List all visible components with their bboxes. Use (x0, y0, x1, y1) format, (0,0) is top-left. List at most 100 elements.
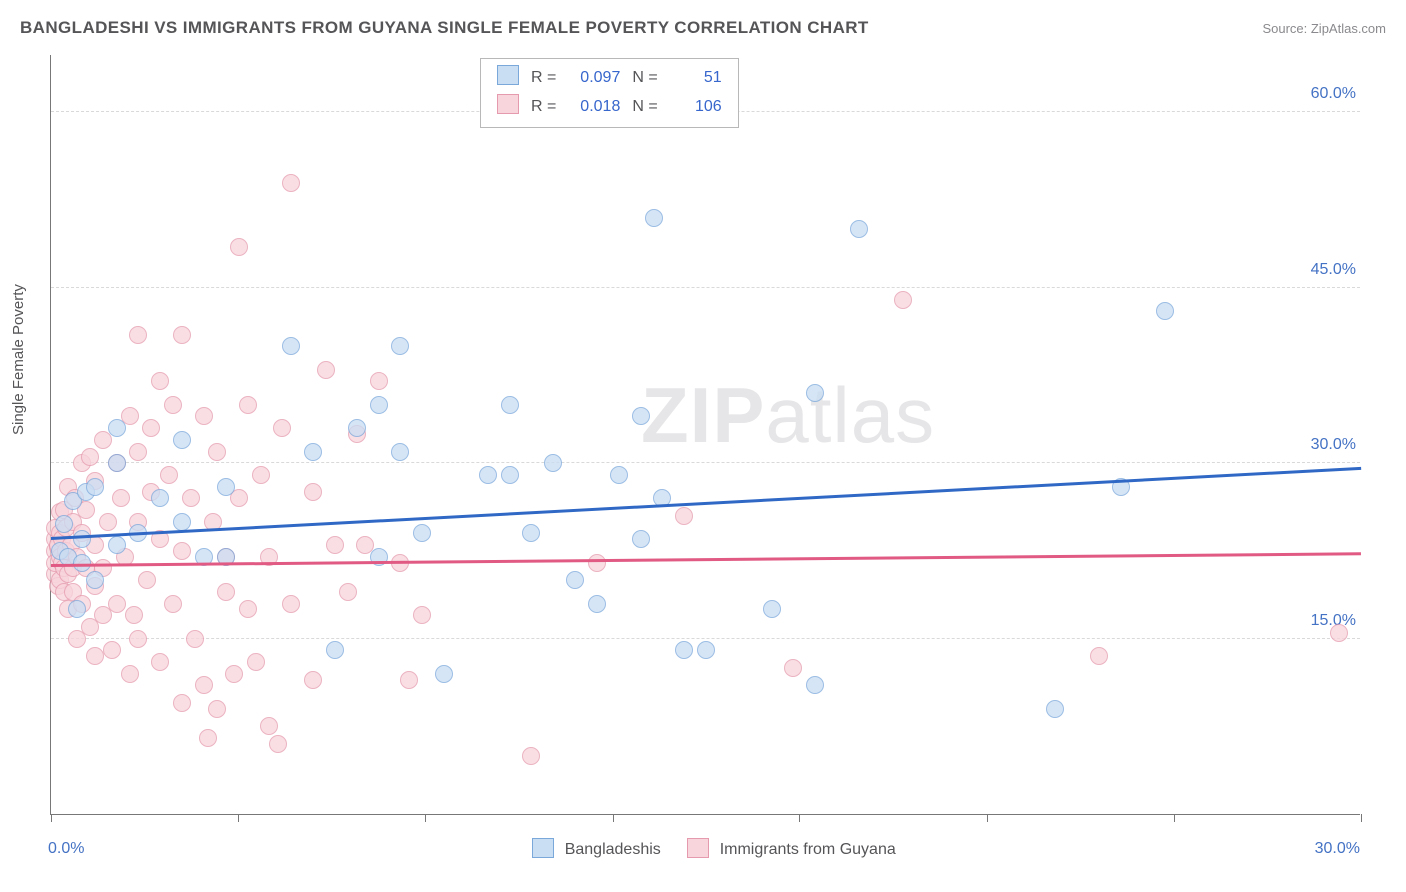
watermark: ZIPatlas (641, 370, 935, 461)
n-label: N = (626, 92, 663, 121)
data-point-guyana (199, 729, 217, 747)
data-point-bangladeshis (479, 466, 497, 484)
r-label: R = (525, 92, 562, 121)
y-tick-label: 45.0% (1311, 261, 1356, 279)
data-point-guyana (99, 513, 117, 531)
data-point-guyana (112, 489, 130, 507)
data-point-guyana (164, 396, 182, 414)
data-point-bangladeshis (151, 489, 169, 507)
data-point-bangladeshis (86, 571, 104, 589)
x-tick (987, 814, 988, 822)
data-point-bangladeshis (73, 554, 91, 572)
data-point-guyana (129, 326, 147, 344)
source-prefix: Source: (1262, 21, 1310, 36)
data-point-bangladeshis (632, 530, 650, 548)
legend-row-guyana: R = 0.018 N = 106 (491, 92, 728, 121)
source-attribution: Source: ZipAtlas.com (1262, 21, 1386, 36)
data-point-guyana (239, 396, 257, 414)
data-point-bangladeshis (566, 571, 584, 589)
data-point-bangladeshis (108, 536, 126, 554)
data-point-guyana (304, 671, 322, 689)
data-point-bangladeshis (806, 384, 824, 402)
data-point-guyana (252, 466, 270, 484)
data-point-bangladeshis (108, 419, 126, 437)
data-point-guyana (339, 583, 357, 601)
data-point-bangladeshis (86, 478, 104, 496)
data-point-bangladeshis (108, 454, 126, 472)
data-point-guyana (173, 694, 191, 712)
data-point-bangladeshis (326, 641, 344, 659)
n-label: N = (626, 63, 663, 92)
data-point-guyana (1330, 624, 1348, 642)
data-point-guyana (675, 507, 693, 525)
legend-table: R = 0.097 N = 51 R = 0.018 N = 106 (491, 63, 728, 121)
data-point-guyana (370, 372, 388, 390)
swatch-bangladeshis (532, 838, 554, 858)
data-point-guyana (173, 326, 191, 344)
data-point-bangladeshis (55, 515, 73, 533)
data-point-guyana (317, 361, 335, 379)
data-point-guyana (588, 554, 606, 572)
data-point-bangladeshis (173, 431, 191, 449)
series-label-guyana: Immigrants from Guyana (720, 841, 896, 858)
x-tick (799, 814, 800, 822)
data-point-guyana (151, 372, 169, 390)
x-tick (613, 814, 614, 822)
data-point-guyana (129, 443, 147, 461)
data-point-guyana (121, 665, 139, 683)
data-point-bangladeshis (1156, 302, 1174, 320)
x-tick (425, 814, 426, 822)
r-value-guyana: 0.018 (568, 98, 620, 116)
data-point-guyana (247, 653, 265, 671)
grid-line (51, 287, 1360, 288)
data-point-guyana (239, 600, 257, 618)
chart-header: BANGLADESHI VS IMMIGRANTS FROM GUYANA SI… (20, 18, 1386, 38)
data-point-bangladeshis (282, 337, 300, 355)
data-point-guyana (326, 536, 344, 554)
data-point-guyana (217, 583, 235, 601)
data-point-guyana (129, 630, 147, 648)
data-point-bangladeshis (73, 530, 91, 548)
x-axis-max-label: 30.0% (1315, 840, 1360, 858)
data-point-guyana (260, 717, 278, 735)
data-point-guyana (103, 641, 121, 659)
series-legend: Bangladeshis Immigrants from Guyana (0, 838, 1406, 859)
chart-title: BANGLADESHI VS IMMIGRANTS FROM GUYANA SI… (20, 18, 869, 38)
data-point-guyana (173, 542, 191, 560)
data-point-guyana (195, 676, 213, 694)
n-value-guyana: 106 (670, 98, 722, 116)
data-point-guyana (282, 174, 300, 192)
data-point-guyana (142, 419, 160, 437)
data-point-guyana (273, 419, 291, 437)
data-point-guyana (894, 291, 912, 309)
grid-line (51, 462, 1360, 463)
swatch-guyana (687, 838, 709, 858)
data-point-guyana (195, 407, 213, 425)
y-tick-label: 60.0% (1311, 85, 1356, 103)
swatch-guyana (497, 94, 519, 114)
data-point-guyana (208, 443, 226, 461)
scatter-plot-area: ZIPatlas 15.0%30.0%45.0%60.0% (50, 55, 1360, 815)
data-point-bangladeshis (304, 443, 322, 461)
data-point-guyana (282, 595, 300, 613)
data-point-bangladeshis (763, 600, 781, 618)
data-point-guyana (304, 483, 322, 501)
data-point-bangladeshis (413, 524, 431, 542)
source-name: ZipAtlas.com (1311, 21, 1386, 36)
data-point-guyana (225, 665, 243, 683)
data-point-guyana (125, 606, 143, 624)
data-point-bangladeshis (645, 209, 663, 227)
data-point-bangladeshis (501, 466, 519, 484)
data-point-guyana (138, 571, 156, 589)
r-label: R = (525, 63, 562, 92)
x-axis-min-label: 0.0% (48, 840, 84, 858)
data-point-guyana (151, 653, 169, 671)
trend-line-bangladeshis (51, 467, 1361, 540)
x-tick (1361, 814, 1362, 822)
data-point-guyana (160, 466, 178, 484)
trend-line-guyana (51, 552, 1361, 566)
x-tick (1174, 814, 1175, 822)
data-point-guyana (86, 647, 104, 665)
data-point-guyana (230, 238, 248, 256)
data-point-bangladeshis (806, 676, 824, 694)
